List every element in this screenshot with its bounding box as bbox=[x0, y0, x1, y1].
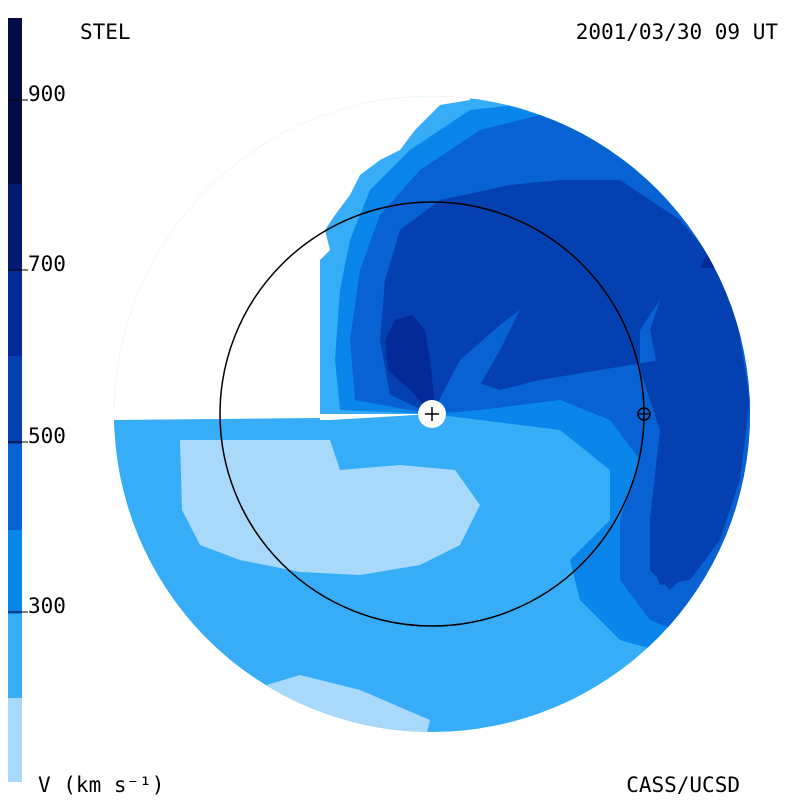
colorbar-band bbox=[8, 18, 22, 184]
colorbar-tick-700: 700 bbox=[28, 252, 66, 276]
earth-circle-plus-icon bbox=[637, 407, 651, 421]
colorbar-band bbox=[8, 444, 22, 530]
sun-plus-icon bbox=[418, 400, 446, 428]
colorbar-band bbox=[8, 356, 22, 444]
timestamp-label: 2001/03/30 09 UT bbox=[575, 20, 778, 44]
region-low-speed bbox=[114, 418, 320, 432]
colorbar-tick-300: 300 bbox=[28, 594, 66, 618]
region-very-high-speed bbox=[700, 252, 716, 268]
region-very-low-speed bbox=[180, 440, 480, 575]
colorbar-tick-900: 900 bbox=[28, 82, 66, 106]
colorbar-tick-500: 500 bbox=[28, 424, 66, 448]
region-midhigh-speed bbox=[432, 310, 520, 414]
colorbar-band bbox=[8, 184, 22, 270]
colorbar-band bbox=[8, 270, 22, 356]
region-high-speed bbox=[650, 300, 750, 585]
colorbar bbox=[8, 18, 28, 782]
colorbar-band bbox=[8, 614, 22, 698]
region-very-high-speed bbox=[385, 315, 434, 414]
speed-map bbox=[114, 96, 750, 732]
colorbar-band bbox=[8, 530, 22, 614]
region-high-speed bbox=[380, 180, 740, 590]
instrument-label: STEL bbox=[80, 20, 131, 44]
region-very-low-speed bbox=[250, 675, 430, 732]
colorbar-ticks bbox=[8, 99, 28, 613]
credit-label: CASS/UCSD bbox=[626, 773, 740, 797]
unit-label: V (km s⁻¹) bbox=[38, 773, 165, 797]
colorbar-band bbox=[8, 698, 22, 782]
